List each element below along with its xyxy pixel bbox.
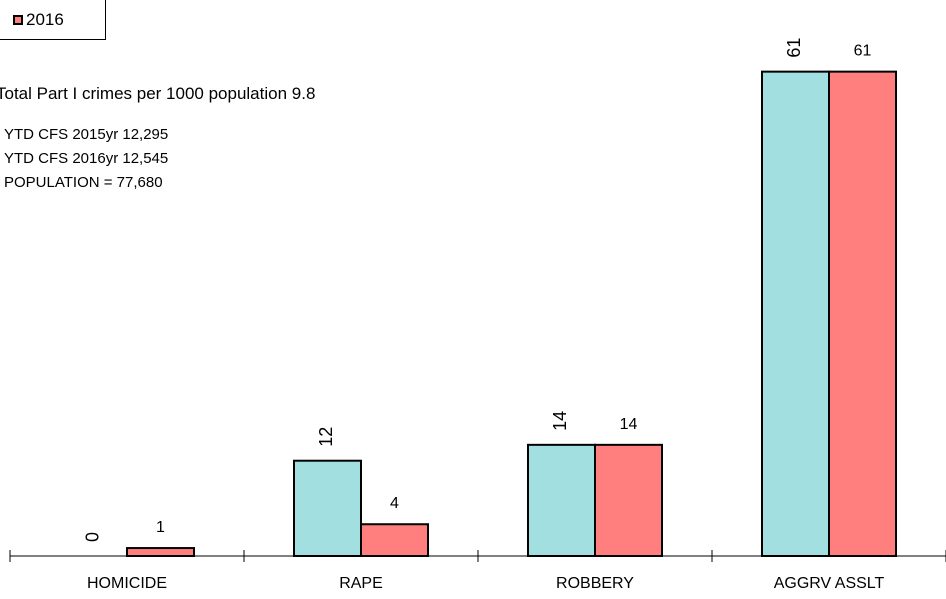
data-label-series-2016-rape: 4 (390, 495, 399, 512)
total-crimes-text: Total Part I crimes per 1000 population … (0, 84, 316, 103)
data-label-series-1-rape: 12 (316, 427, 336, 447)
bar-series-2016-homicide (126, 547, 195, 557)
bar-series-2016-aggrv-asslt (828, 70, 897, 558)
x-tick-label-rape: RAPE (339, 575, 383, 592)
x-tick-label-aggrv-asslt: AGGRV ASSLT (774, 575, 885, 592)
ytd-cfs-2016-text: YTD CFS 2016yr 12,545 (4, 150, 169, 167)
data-label-series-1-robbery: 14 (550, 411, 570, 431)
bar-series-1-robbery (527, 443, 596, 557)
data-label-series-2016-aggrv-asslt: 61 (854, 43, 872, 60)
legend: 2016 (0, 0, 106, 40)
data-label-series-1-homicide: 0 (82, 532, 102, 542)
ytd-cfs-2015-text: YTD CFS 2015yr 12,295 (4, 126, 169, 143)
bar-series-1-aggrv-asslt (761, 70, 830, 558)
bar-series-1-rape (293, 459, 362, 558)
x-tick-label-homicide: HOMICIDE (87, 575, 167, 592)
x-tick-label-robbery: ROBBERY (556, 575, 634, 592)
data-label-series-1-aggrv-asslt: 61 (784, 38, 804, 58)
bar-series-2016-rape (360, 523, 429, 558)
data-label-series-2016-robbery: 14 (620, 416, 638, 433)
data-label-series-2016-homicide: 1 (156, 519, 165, 536)
bar-series-2016-robbery (594, 443, 663, 557)
legend-swatch-2016 (13, 14, 23, 25)
population-text: POPULATION = 77,680 (4, 174, 163, 191)
legend-label-2016: 2016 (26, 9, 64, 29)
